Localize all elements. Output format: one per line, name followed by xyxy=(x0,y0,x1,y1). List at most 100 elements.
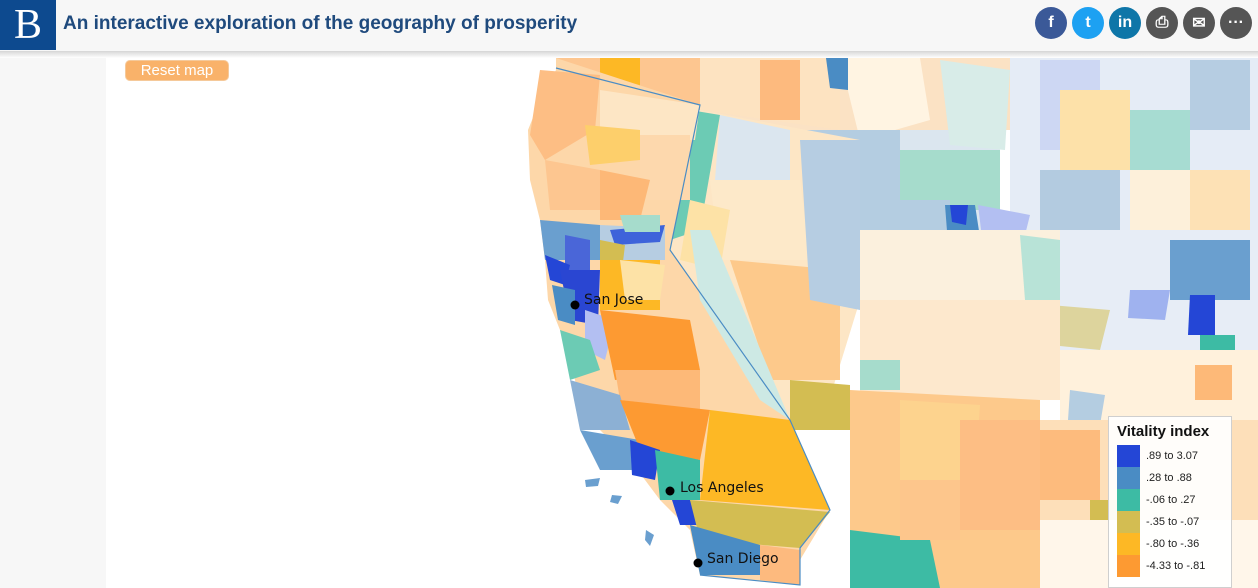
county-region[interactable] xyxy=(1170,240,1250,300)
legend-item: -4.33 to -.81 xyxy=(1117,555,1231,577)
county-region[interactable] xyxy=(1060,90,1130,170)
county-region[interactable] xyxy=(1020,235,1060,300)
county-region[interactable] xyxy=(570,380,630,430)
county-region[interactable] xyxy=(600,170,650,220)
county-region[interactable] xyxy=(1128,290,1170,320)
map-svg[interactable]: San Jose Los Angeles San Diego xyxy=(106,58,1258,588)
county-region[interactable] xyxy=(1050,305,1110,350)
more-dots-icon: ··· xyxy=(1228,14,1244,31)
legend-swatch xyxy=(1117,555,1140,577)
city-dot[interactable] xyxy=(570,300,580,310)
brand-logo[interactable]: B xyxy=(0,0,56,50)
island-shape[interactable] xyxy=(645,530,654,546)
legend: Vitality index .89 to 3.07 .28 to .88 -.… xyxy=(1108,416,1232,588)
envelope-icon: ✉ xyxy=(1192,15,1206,32)
county-region[interactable] xyxy=(850,530,940,588)
county-region[interactable] xyxy=(545,160,600,210)
legend-swatch xyxy=(1117,489,1140,511)
county-region[interactable] xyxy=(710,180,810,260)
city-dot[interactable] xyxy=(665,486,675,496)
county-region[interactable] xyxy=(800,140,860,310)
legend-label: .89 to 3.07 xyxy=(1146,450,1198,462)
state-boundary xyxy=(555,67,831,586)
county-region[interactable] xyxy=(560,330,600,380)
county-region[interactable] xyxy=(1190,170,1250,240)
county-region[interactable] xyxy=(672,500,700,525)
city-label-san-diego: San Diego xyxy=(707,551,779,567)
page-title: An interactive exploration of the geogra… xyxy=(63,13,578,34)
county-region[interactable] xyxy=(600,90,700,140)
linkedin-icon: in xyxy=(1117,14,1133,31)
county-region[interactable] xyxy=(940,60,1010,150)
county-region[interactable] xyxy=(615,370,700,410)
county-region[interactable] xyxy=(580,430,640,470)
legend-item: -.35 to -.07 xyxy=(1117,511,1231,533)
county-region[interactable] xyxy=(1068,390,1105,425)
county-region[interactable] xyxy=(1188,295,1215,335)
header-shadow xyxy=(0,52,1258,58)
county-region[interactable] xyxy=(655,450,700,500)
linkedin-button[interactable]: in xyxy=(1109,7,1141,39)
county-region[interactable] xyxy=(690,525,760,575)
county-region[interactable] xyxy=(620,260,665,300)
county-region[interactable] xyxy=(840,58,930,140)
county-region[interactable] xyxy=(900,150,1000,210)
header-bar: B An interactive exploration of the geog… xyxy=(0,0,1258,52)
facebook-icon: f xyxy=(1048,14,1054,31)
county-region[interactable] xyxy=(670,110,720,240)
county-region[interactable] xyxy=(600,310,700,380)
county-region[interactable] xyxy=(640,135,690,200)
legend-swatch xyxy=(1117,445,1140,467)
county-region[interactable] xyxy=(860,360,900,390)
california-region[interactable] xyxy=(528,58,831,586)
legend-item: -.80 to -.36 xyxy=(1117,533,1231,555)
county-region[interactable] xyxy=(860,300,1060,400)
county-region[interactable] xyxy=(950,205,968,225)
county-region[interactable] xyxy=(552,285,575,325)
county-region[interactable] xyxy=(900,480,960,540)
county-region[interactable] xyxy=(700,410,830,510)
county-region[interactable] xyxy=(760,545,800,585)
twitter-icon: t xyxy=(1085,14,1091,31)
county-region[interactable] xyxy=(585,125,640,165)
city-markers: San Jose Los Angeles San Diego xyxy=(570,292,779,568)
legend-title: Vitality index xyxy=(1117,423,1210,440)
county-region[interactable] xyxy=(1040,430,1100,500)
island-shape[interactable] xyxy=(610,495,622,504)
legend-label: -.80 to -.36 xyxy=(1146,538,1200,550)
printer-icon: ⎙ xyxy=(1155,14,1169,31)
county-region[interactable] xyxy=(960,420,1040,530)
county-region[interactable] xyxy=(790,380,850,430)
reset-map-button[interactable]: Reset map xyxy=(125,60,229,81)
county-region[interactable] xyxy=(1040,170,1120,230)
city-dot[interactable] xyxy=(693,558,703,568)
county-region[interactable] xyxy=(630,440,660,480)
twitter-button[interactable]: t xyxy=(1072,7,1104,39)
left-margin xyxy=(0,58,106,588)
county-region[interactable] xyxy=(826,58,848,90)
county-region[interactable] xyxy=(1190,60,1250,130)
legend-label: -.35 to -.07 xyxy=(1146,516,1200,528)
legend-label: -.06 to .27 xyxy=(1146,494,1196,506)
county-region[interactable] xyxy=(530,70,600,160)
choropleth-map[interactable]: San Jose Los Angeles San Diego xyxy=(106,58,1258,588)
more-button[interactable]: ··· xyxy=(1220,7,1252,39)
county-region[interactable] xyxy=(690,230,790,420)
county-region[interactable] xyxy=(1130,170,1200,230)
email-button[interactable]: ✉ xyxy=(1183,7,1215,39)
legend-label: -4.33 to -.81 xyxy=(1146,560,1206,572)
legend-swatch xyxy=(1117,511,1140,533)
legend-item: .28 to .88 xyxy=(1117,467,1231,489)
county-region[interactable] xyxy=(565,235,590,275)
print-button[interactable]: ⎙ xyxy=(1146,7,1178,39)
county-region[interactable] xyxy=(860,230,1060,310)
county-region[interactable] xyxy=(715,115,790,180)
county-region[interactable] xyxy=(760,60,800,120)
island-shape[interactable] xyxy=(585,478,600,487)
legend-swatch xyxy=(1117,533,1140,555)
city-label-san-jose: San Jose xyxy=(584,292,643,308)
county-region[interactable] xyxy=(1130,110,1190,170)
facebook-button[interactable]: f xyxy=(1035,7,1067,39)
county-region[interactable] xyxy=(1195,365,1232,400)
county-region[interactable] xyxy=(620,215,660,232)
